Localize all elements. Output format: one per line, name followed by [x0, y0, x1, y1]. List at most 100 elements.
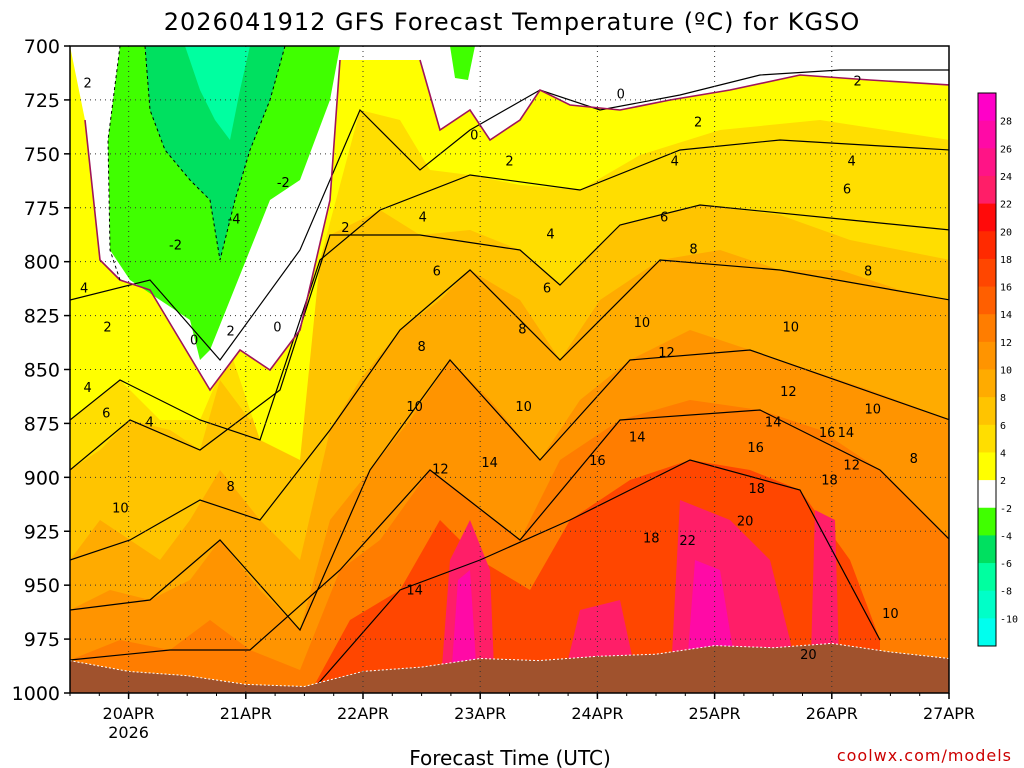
legend-swatch: [978, 369, 996, 398]
legend-swatch: [978, 286, 996, 315]
contour-label: 10: [783, 320, 800, 335]
y-tick-label: 775: [24, 198, 60, 220]
contour-label: 6: [843, 182, 851, 197]
contour-label: 12: [432, 463, 449, 478]
contour-label: 14: [481, 456, 498, 471]
contour-label: -4: [228, 213, 241, 228]
legend-swatch: [978, 480, 996, 509]
y-tick-label: 1000: [12, 683, 60, 705]
contour-label: 10: [634, 316, 651, 331]
contour-label: 8: [864, 264, 872, 279]
y-tick-label: 975: [24, 629, 60, 651]
x-tick-label: 21APR: [220, 704, 272, 723]
contour-label: 6: [660, 210, 668, 225]
y-tick-label: 800: [24, 252, 60, 274]
contour-label: 0: [617, 87, 625, 102]
contour-label: 4: [671, 154, 679, 169]
contour-label: -2: [277, 176, 290, 191]
legend-swatch: [978, 258, 996, 288]
contour-label: 16: [589, 454, 606, 469]
zero-isotherm: [84, 59, 949, 392]
x-tick-label: 25APR: [689, 704, 741, 723]
legend-swatch: [978, 148, 996, 177]
plot-area: [70, 46, 949, 693]
contour-label: 10: [112, 502, 129, 517]
contour-label: 2: [694, 116, 702, 131]
legend-label: 4: [1000, 448, 1006, 459]
contour-label: 12: [843, 458, 860, 473]
contour-label: 14: [406, 584, 423, 599]
legend-label: 12: [1000, 338, 1012, 349]
legend-label: 22: [1000, 200, 1012, 211]
contour-label: 18: [821, 474, 838, 489]
legend-swatch: [978, 452, 996, 481]
legend-swatch: [978, 93, 996, 122]
legend-swatch: [978, 120, 996, 149]
contour-label: 0: [273, 320, 281, 335]
contour-label: 14: [765, 415, 782, 430]
legend-swatch: [978, 203, 996, 232]
legend-swatch: [978, 314, 996, 343]
legend-label: 14: [1000, 310, 1012, 321]
contour-label: 8: [417, 340, 425, 355]
legend-label: 6: [1000, 421, 1006, 432]
contour-label: 12: [780, 385, 797, 400]
credit-text[interactable]: coolwx.com/models: [837, 746, 1012, 765]
contour-label: 4: [546, 228, 554, 243]
x-tick-label: 22APR: [337, 704, 389, 723]
contour-label: 2: [505, 154, 513, 169]
contour-label: 4: [848, 154, 856, 169]
contour-label: 14: [629, 430, 646, 445]
contour-label: 4: [419, 210, 427, 225]
contour-label: 16: [819, 426, 836, 441]
contour-label: 2: [226, 325, 234, 340]
contour-label: 8: [226, 480, 234, 495]
legend-swatch: [978, 175, 996, 205]
contour-label: 18: [749, 482, 766, 497]
contour-label: 22: [679, 534, 696, 549]
contour-label: 20: [800, 648, 817, 663]
legend-label: 2: [1000, 476, 1006, 487]
contour-label: -2: [169, 238, 182, 253]
x-tick-label: 20APR: [103, 704, 155, 723]
contour-label: 14: [838, 426, 855, 441]
x-tick-label: 27APR: [923, 704, 975, 723]
legend-label: -2: [1000, 504, 1012, 515]
y-tick-label: 900: [24, 467, 60, 489]
contour-label: 0: [190, 333, 198, 348]
isotherm-lines: [70, 69, 949, 693]
x-tick-label: 23APR: [454, 704, 506, 723]
contour-label: 6: [433, 264, 441, 279]
contour-label: 2: [103, 320, 111, 335]
contour-label: 10: [865, 402, 882, 417]
contour-label: 6: [543, 282, 551, 297]
legend-label: 20: [1000, 227, 1012, 238]
y-tick-label: 875: [24, 413, 60, 435]
contour-label: 4: [146, 415, 154, 430]
y-tick-label: 850: [24, 360, 60, 382]
x-tick-label: 26APR: [806, 704, 858, 723]
contour-label: 4: [80, 282, 88, 297]
y-tick-label: 725: [24, 90, 60, 112]
contour-label: 8: [518, 323, 526, 338]
legend-swatch: [978, 618, 996, 647]
terrain: [70, 642, 949, 693]
contour-label: 10: [515, 400, 532, 415]
legend-label: 26: [1000, 144, 1012, 155]
contour-label: 8: [910, 452, 918, 467]
contour-label: 12: [658, 346, 675, 361]
contour-label: 10: [882, 607, 899, 622]
legend-swatch: [978, 424, 996, 453]
legend-label: -6: [1000, 559, 1012, 570]
contour-label: 8: [689, 243, 697, 258]
legend-label: 18: [1000, 255, 1012, 266]
x-tick-label: 24APR: [571, 704, 623, 723]
legend-label: -8: [1000, 587, 1012, 598]
legend-swatch: [978, 563, 996, 592]
contour-label: 6: [102, 407, 110, 422]
legend-label: 8: [1000, 393, 1006, 404]
y-tick-label: 825: [24, 306, 60, 328]
band-cyan: [185, 46, 250, 140]
